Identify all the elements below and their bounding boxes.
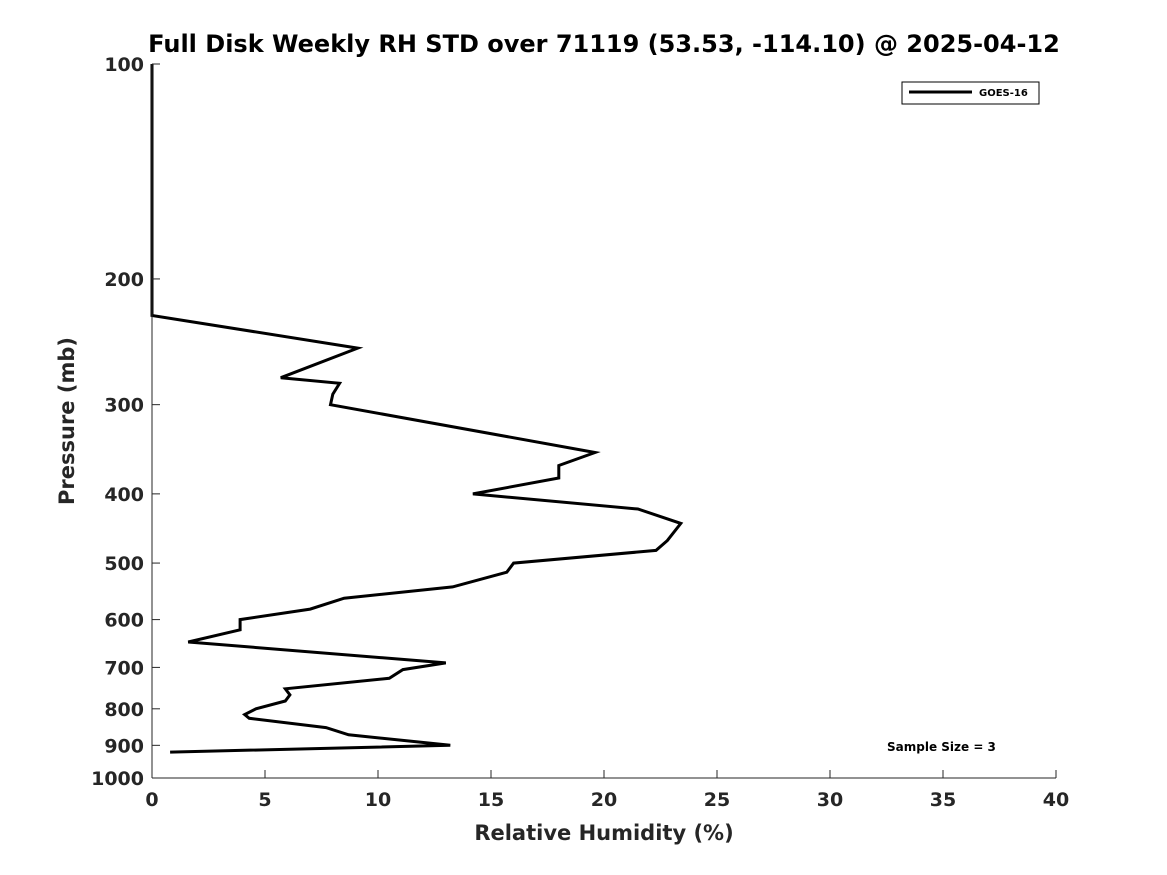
legend: GOES-16 <box>901 81 1040 105</box>
legend-label-goes-16: GOES-16 <box>979 88 1028 99</box>
x-tick-label: 40 <box>1043 789 1069 811</box>
x-tick-label: 30 <box>817 789 843 811</box>
y-axis: 100 200 300 400 500 600 700 800 900 1000 <box>91 54 160 790</box>
x-tick-label: 15 <box>478 789 504 811</box>
y-axis-label: Pressure (mb) <box>55 337 79 505</box>
y-tick-label: 100 <box>104 54 144 76</box>
x-tick-label: 20 <box>591 789 617 811</box>
y-tick-label: 400 <box>104 484 144 506</box>
plot-area <box>150 64 684 754</box>
x-tick-label: 5 <box>258 789 271 811</box>
y-tick-label: 500 <box>104 553 144 575</box>
y-tick-label: 600 <box>104 610 144 632</box>
y-tick-label: 700 <box>104 657 144 679</box>
chart-title: Full Disk Weekly RH STD over 71119 (53.5… <box>148 30 1060 58</box>
x-axis-label: Relative Humidity (%) <box>474 821 733 845</box>
x-tick-label: 35 <box>930 789 956 811</box>
y-tick-label: 200 <box>104 269 144 291</box>
y-tick-label: 900 <box>104 735 144 757</box>
sample-size-annotation: Sample Size = 3 <box>887 740 996 754</box>
x-axis: 0 5 10 15 20 25 30 35 40 <box>145 770 1069 811</box>
series-line-goes-16 <box>150 64 684 754</box>
y-tick-label: 800 <box>104 699 144 721</box>
x-tick-label: 0 <box>145 789 158 811</box>
y-tick-label: 1000 <box>91 768 144 790</box>
x-tick-label: 10 <box>365 789 391 811</box>
x-tick-label: 25 <box>704 789 730 811</box>
y-tick-label: 300 <box>104 395 144 417</box>
